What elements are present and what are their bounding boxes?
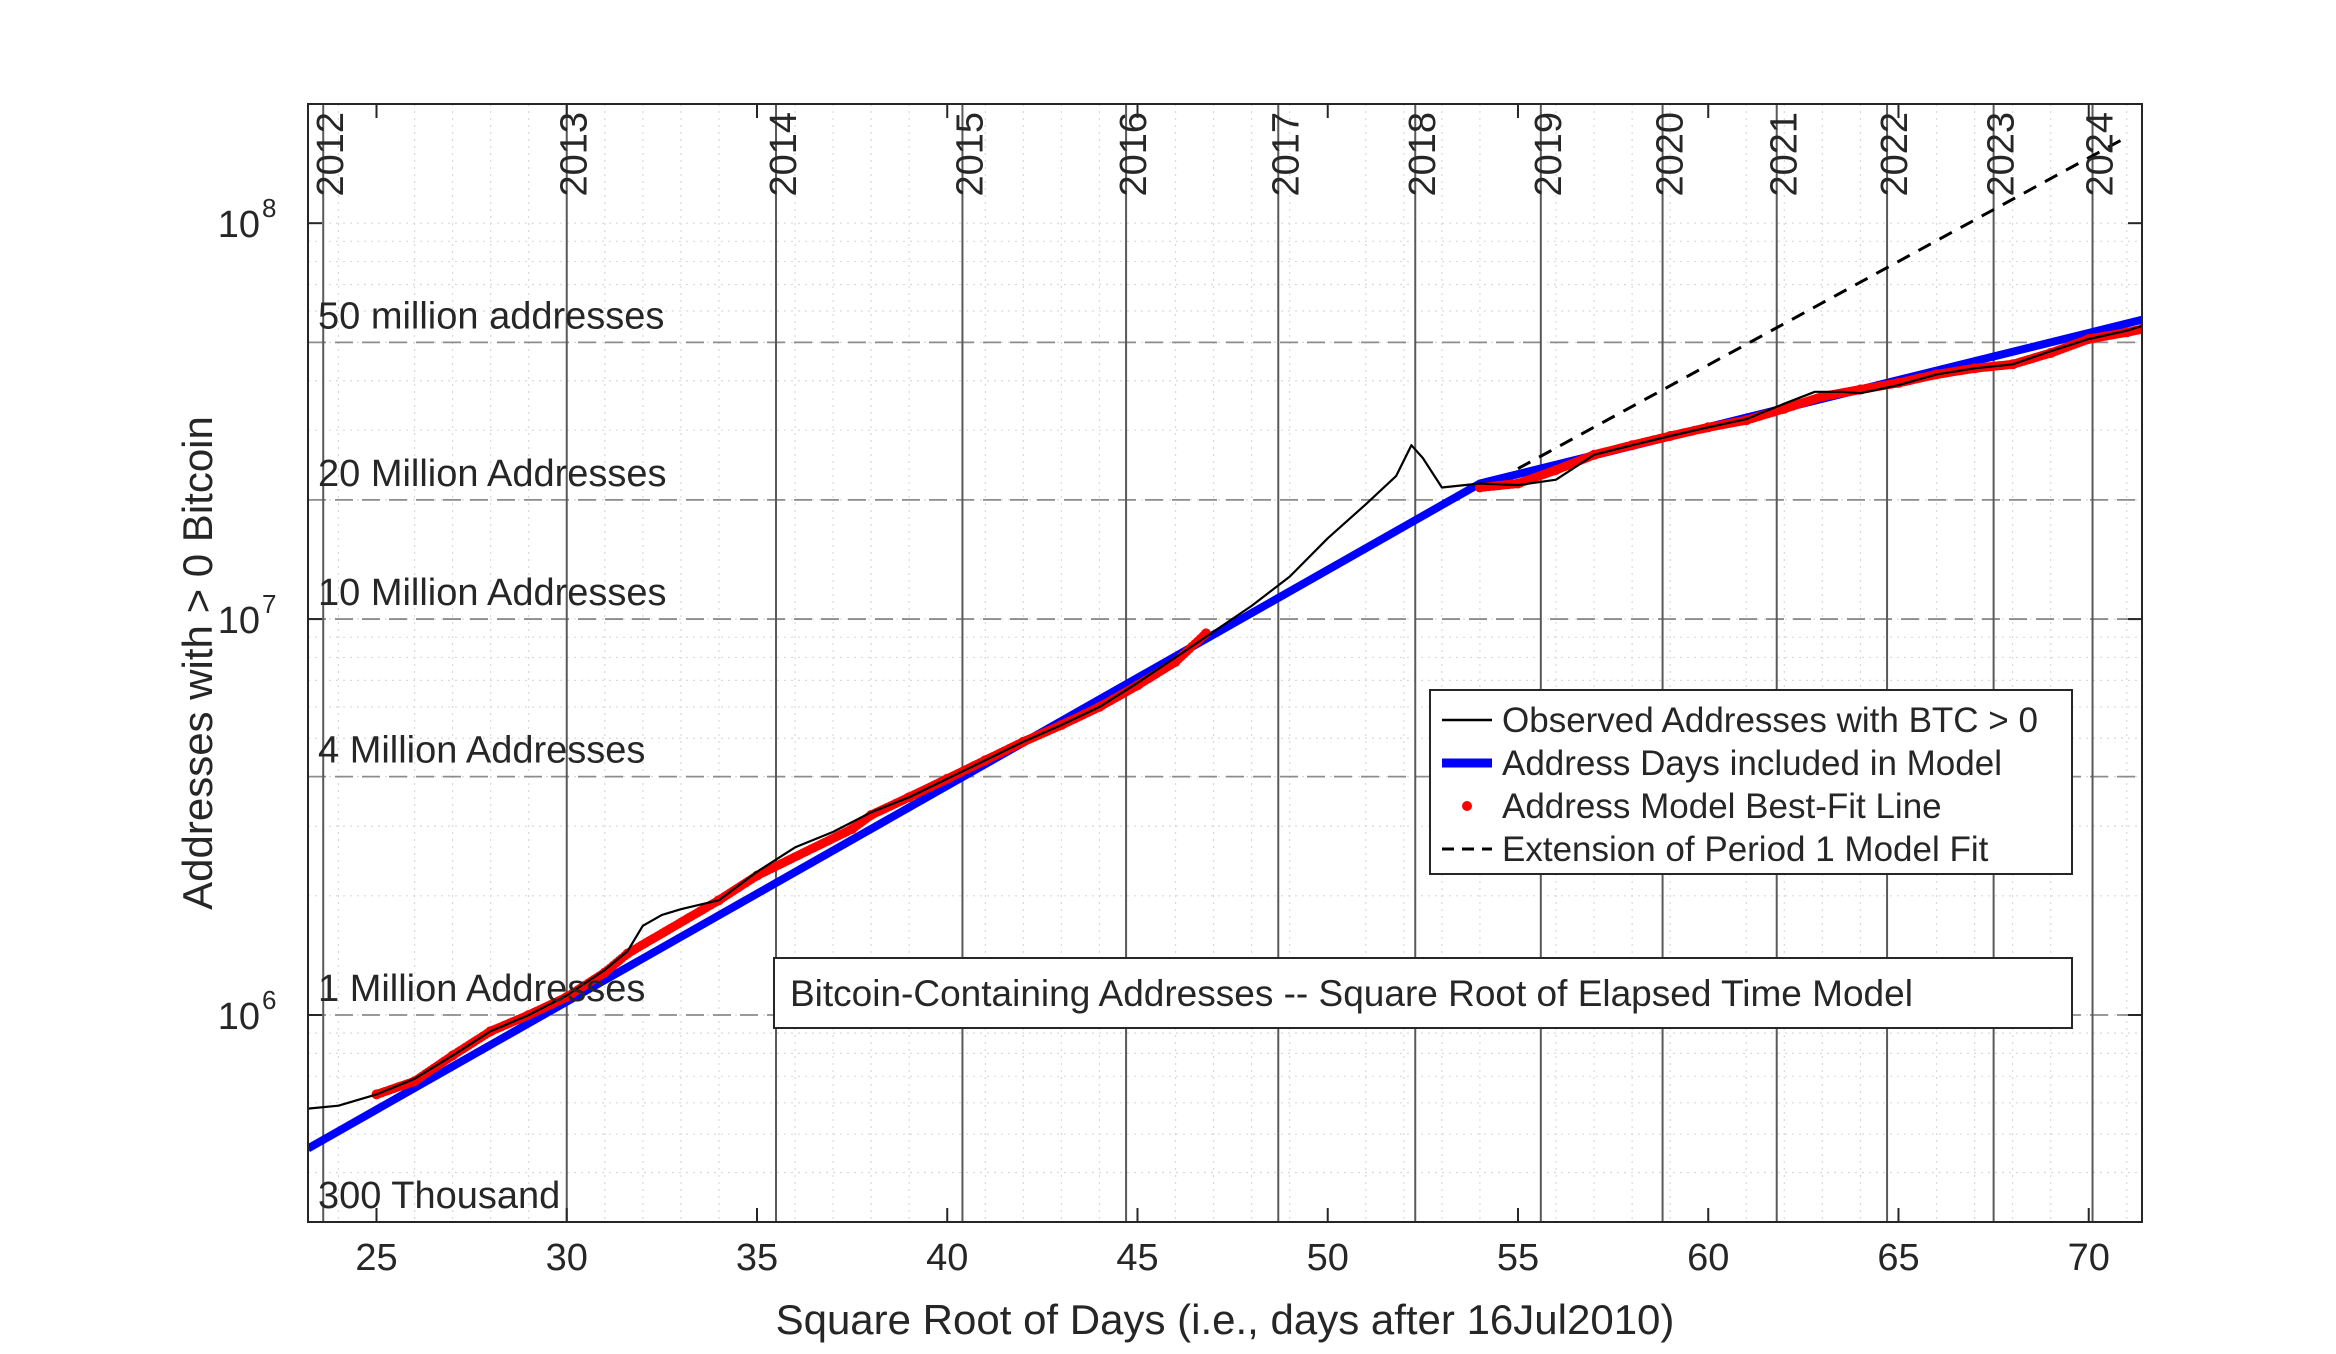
legend-swatch bbox=[1462, 801, 1472, 811]
x-tick-label: 65 bbox=[1877, 1237, 1919, 1279]
best-fit-point bbox=[1817, 391, 1828, 402]
reference-label: 4 Million Addresses bbox=[318, 730, 645, 772]
legend: Observed Addresses with BTC > 0 Address D… bbox=[1429, 689, 2073, 875]
annotation-text: Bitcoin-Containing Addresses -- Square R… bbox=[790, 973, 1913, 1014]
x-tick-label: 35 bbox=[736, 1237, 778, 1279]
best-fit-point bbox=[1474, 482, 1485, 493]
y-tick-exponent: 6 bbox=[262, 985, 276, 1015]
annotation-box: Bitcoin-Containing Addresses -- Square R… bbox=[773, 957, 2073, 1029]
y-tick-label: 10 bbox=[218, 204, 260, 246]
year-label: 2017 bbox=[1265, 112, 1307, 197]
y-axis-title: Addresses with > 0 Bitcoin bbox=[174, 416, 221, 910]
year-labels: 2012 2013 2014 2015 2016 2017 2018 2019 2020 2021… bbox=[310, 112, 2121, 197]
x-tick-label: 70 bbox=[2068, 1237, 2110, 1279]
legend-entry: Observed Addresses with BTC > 0 bbox=[1502, 701, 2038, 740]
y-tick-label: 10 bbox=[218, 600, 260, 642]
plot-frame bbox=[307, 103, 2143, 1223]
year-label: 2013 bbox=[554, 112, 596, 197]
legend-frame bbox=[1429, 689, 2073, 875]
x-tick-label: 25 bbox=[355, 1237, 397, 1279]
year-label: 2023 bbox=[1981, 112, 2023, 197]
legend-entry: Address Days included in Model bbox=[1502, 744, 2002, 783]
reference-label: 1 Million Addresses bbox=[318, 968, 645, 1010]
reference-label: 20 Million Addresses bbox=[318, 453, 667, 495]
reference-labels: 300 Thousand 1 Million Addresses 4 Million… bbox=[318, 295, 667, 1217]
annotation-frame bbox=[773, 957, 2073, 1029]
year-lines bbox=[322, 104, 2094, 1222]
reference-label: 10 Million Addresses bbox=[318, 572, 667, 614]
y-tick-exponent: 7 bbox=[262, 589, 276, 619]
year-label: 2016 bbox=[1113, 112, 1155, 197]
x-tick-label: 40 bbox=[926, 1237, 968, 1279]
y-tick-label: 10 bbox=[218, 996, 260, 1038]
best-fit-point bbox=[599, 967, 610, 978]
year-label: 2015 bbox=[949, 112, 991, 197]
best-fit-point bbox=[1132, 680, 1143, 691]
best-fit-point bbox=[622, 948, 633, 959]
x-axis-title: Square Root of Days (i.e., days after 16… bbox=[776, 1296, 1675, 1343]
series-layer bbox=[308, 135, 2142, 1152]
x-tick-label: 30 bbox=[546, 1237, 588, 1279]
reference-label: 50 million addresses bbox=[318, 295, 664, 337]
reference-label: 300 Thousand bbox=[318, 1175, 560, 1217]
legend-entry: Extension of Period 1 Model Fit bbox=[1502, 830, 1989, 869]
year-label: 2012 bbox=[310, 112, 352, 197]
legend-entry: Address Model Best-Fit Line bbox=[1502, 787, 1942, 826]
best-fit-point bbox=[1779, 403, 1790, 414]
year-label: 2021 bbox=[1764, 112, 1806, 197]
y-tick-exponent: 8 bbox=[262, 193, 276, 223]
x-tick-label: 60 bbox=[1687, 1237, 1729, 1279]
x-tick-label: 45 bbox=[1116, 1237, 1158, 1279]
plot-area bbox=[308, 104, 2142, 1222]
best-fit-point bbox=[847, 824, 858, 834]
best-fit-point bbox=[1551, 465, 1561, 475]
year-label: 2018 bbox=[1402, 112, 1444, 197]
year-label: 2019 bbox=[1528, 112, 1570, 197]
extension-line bbox=[1517, 135, 2128, 470]
series-dashed bbox=[1517, 135, 2128, 470]
year-label: 2024 bbox=[2080, 112, 2122, 197]
year-label: 2020 bbox=[1650, 112, 1692, 197]
x-tick-label: 55 bbox=[1497, 1237, 1539, 1279]
x-tick-label: 50 bbox=[1307, 1237, 1349, 1279]
observed-line bbox=[308, 324, 2142, 1110]
year-label: 2014 bbox=[763, 112, 805, 197]
year-label: 2022 bbox=[1874, 112, 1916, 197]
series-solid-thin bbox=[308, 324, 2142, 1110]
